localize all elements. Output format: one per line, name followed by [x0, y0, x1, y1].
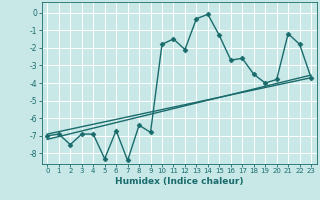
X-axis label: Humidex (Indice chaleur): Humidex (Indice chaleur) — [115, 177, 244, 186]
